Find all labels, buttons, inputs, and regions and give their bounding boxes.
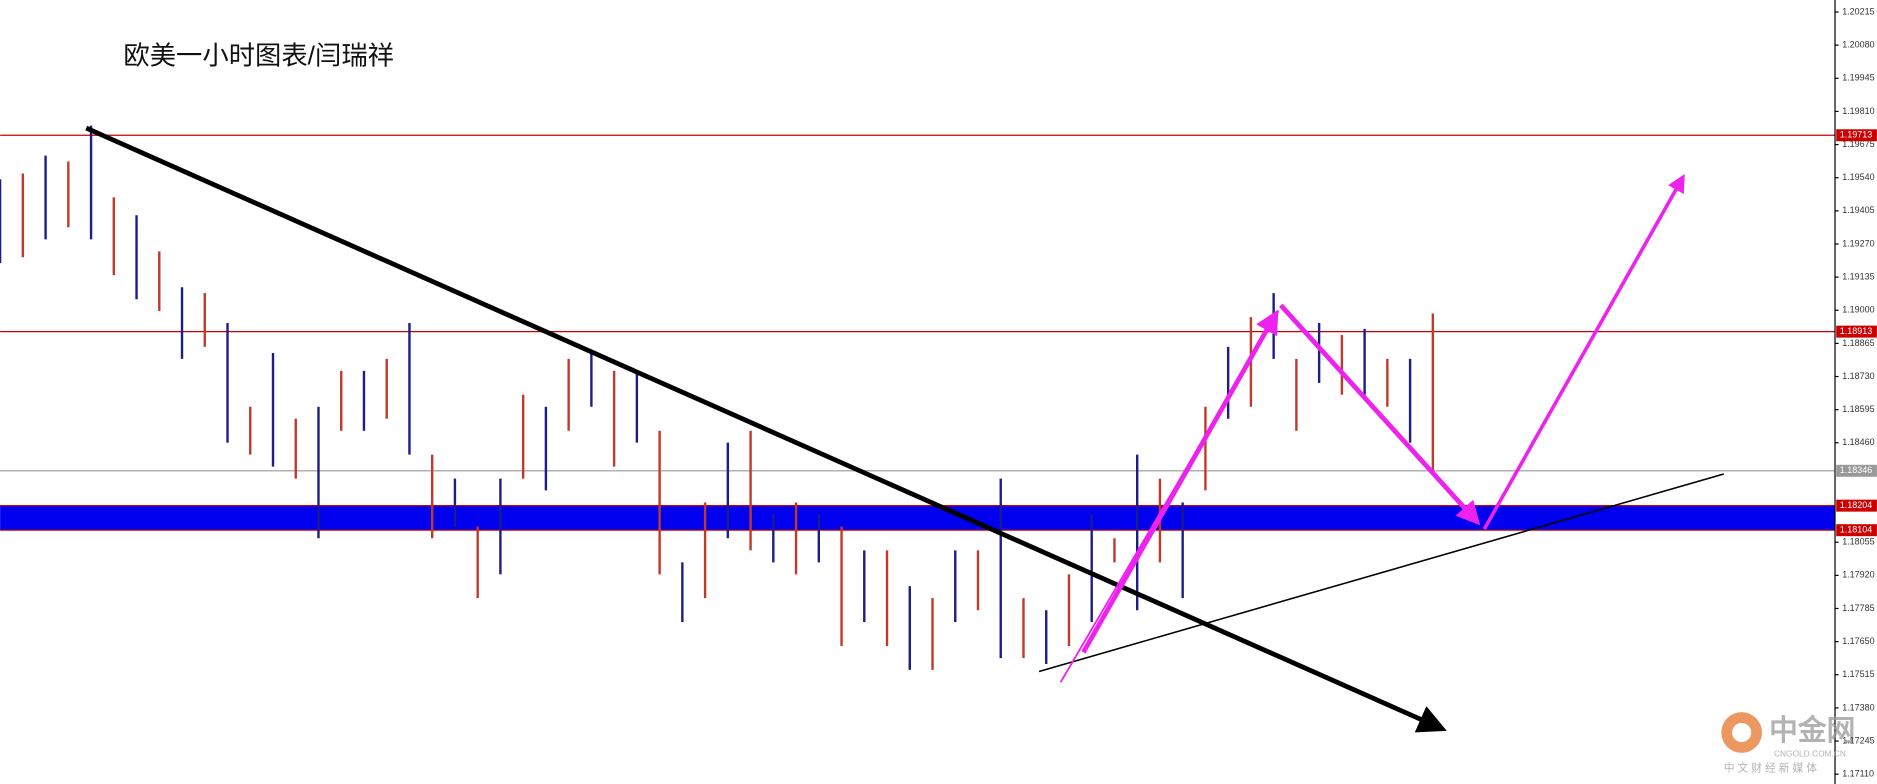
y-tick-label: 1.17515 <box>1842 669 1874 679</box>
y-tick-label: 1.19270 <box>1842 238 1874 248</box>
level-tag <box>1836 464 1877 477</box>
y-tick-label: 1.17785 <box>1842 603 1874 613</box>
arrow-up <box>1081 309 1279 654</box>
y-tick-label: 1.17110 <box>1842 769 1874 779</box>
y-tick-label: 1.18730 <box>1842 371 1874 381</box>
watermark: 中金网 CNGOLD.COM.CN 中 文 财 经 新 媒 体 <box>1721 712 1855 774</box>
y-tick-label: 1.18865 <box>1842 338 1874 348</box>
level-tag <box>1836 499 1877 512</box>
plot-area <box>0 125 1836 670</box>
support-line <box>1038 473 1724 673</box>
level-tag <box>1836 129 1877 142</box>
y-tick-label: 1.18460 <box>1842 437 1874 447</box>
site: CNGOLD.COM.CN <box>1774 748 1846 758</box>
arrow-up-target <box>1482 174 1685 530</box>
y-tick-label: 1.18595 <box>1842 404 1874 414</box>
arrow-down <box>1279 303 1481 526</box>
slogan: 中 文 财 经 新 媒 体 <box>1724 761 1818 774</box>
y-tick-label: 1.19675 <box>1842 139 1874 149</box>
y-tick-label: 1.17920 <box>1842 570 1874 580</box>
level-label: 1.18204 <box>1840 500 1872 510</box>
zone-band <box>0 505 1836 531</box>
y-tick-label: 1.20080 <box>1842 40 1874 50</box>
chart-title: 欧美一小时图表/闫瑞祥 <box>123 40 394 70</box>
level-label: 1.18104 <box>1840 525 1872 535</box>
y-tick-label: 1.20215 <box>1842 6 1874 16</box>
brand: 中金网 <box>1769 714 1855 747</box>
annotations <box>85 125 1724 733</box>
y-tick-label: 1.19810 <box>1842 106 1874 116</box>
y-tick-label: 1.19540 <box>1842 172 1874 182</box>
level-label: 1.18346 <box>1840 465 1872 475</box>
level-tag <box>1836 325 1877 338</box>
y-tick-label: 1.19000 <box>1842 305 1874 315</box>
y-tick-label: 1.17650 <box>1842 636 1874 646</box>
y-tick-label: 1.17245 <box>1842 735 1874 745</box>
trend-line <box>86 127 551 335</box>
y-tick-label: 1.17380 <box>1842 702 1874 712</box>
y-tick-label: 1.18055 <box>1842 537 1874 547</box>
level-tag <box>1836 524 1877 537</box>
level-label: 1.18913 <box>1840 326 1872 336</box>
level-label: 1.19713 <box>1840 130 1872 140</box>
y-tick-label: 1.19945 <box>1842 73 1874 83</box>
logo-inner <box>1732 722 1752 743</box>
y-tick-label: 1.19135 <box>1842 271 1874 281</box>
y-tick-label: 1.19405 <box>1842 205 1874 215</box>
